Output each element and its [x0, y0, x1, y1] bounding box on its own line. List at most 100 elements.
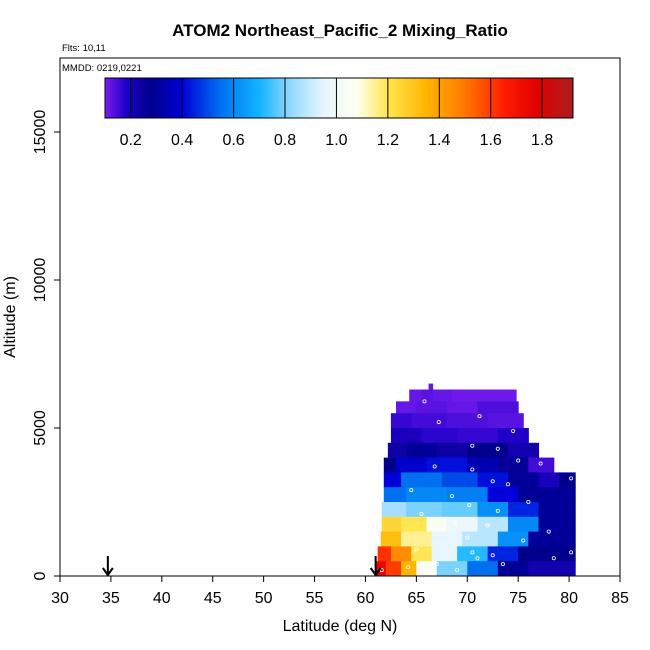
sample-point: [505, 482, 510, 487]
heatmap-cell: [383, 487, 407, 503]
heatmap-cell: [401, 472, 443, 488]
heatmap-cell: [385, 561, 402, 577]
colorbar-tick-label: 0.4: [171, 132, 193, 149]
heatmap-cell: [446, 401, 478, 414]
x-tick-label: 85: [611, 590, 629, 607]
colorbar-tick-label: 1.2: [377, 132, 399, 149]
sample-point: [414, 547, 419, 552]
x-tick-label: 30: [51, 590, 69, 607]
heatmap-cell: [518, 546, 576, 562]
heatmap-cell: [409, 389, 422, 402]
heatmap-cell: [518, 487, 576, 503]
heatmap-cell: [487, 546, 519, 562]
sample-point: [511, 428, 516, 433]
heatmap-cell: [508, 442, 540, 459]
x-tick-label: 65: [407, 590, 425, 607]
sample-point: [521, 538, 526, 543]
sample-point: [569, 550, 574, 555]
sample-point: [495, 508, 500, 513]
sample-points: [379, 399, 574, 573]
heatmap-cell: [528, 531, 576, 547]
sample-point: [436, 420, 441, 425]
heatmap-cell: [411, 413, 448, 429]
heatmap-cell: [477, 516, 509, 533]
heatmap-cell: [446, 487, 489, 503]
dates-annotation: MMDD: 0219,0221: [62, 63, 142, 74]
heatmap-cell: [497, 457, 529, 473]
x-tick-label: 40: [153, 590, 171, 607]
sample-point: [432, 464, 437, 469]
sample-point: [475, 556, 480, 561]
heatmap-cell: [416, 561, 438, 577]
sample-point: [449, 494, 454, 499]
x-tick-label: 45: [204, 590, 222, 607]
heatmap-cell: [381, 502, 407, 518]
heatmap-cell: [538, 472, 560, 488]
sample-point: [455, 568, 460, 573]
y-tick-label: 5000: [32, 410, 49, 446]
y-tick-label: 0: [32, 571, 49, 580]
y-axis: 0 5000 10000 15000: [32, 110, 60, 580]
sample-point: [409, 488, 414, 493]
colorbar-tick-label: 1.4: [428, 132, 450, 149]
heatmap-cell: [432, 389, 453, 402]
colorbar-tick-label: 1.0: [325, 132, 347, 149]
heatmap-cell: [528, 561, 576, 577]
heatmap-cell: [383, 472, 402, 488]
heatmap-cell: [558, 472, 576, 488]
heatmap-cell: [426, 457, 468, 473]
heatmap-cell: [436, 561, 468, 577]
chart-title: ATOM2 Northeast_Pacific_2 Mixing_Ratio: [172, 21, 508, 40]
heatmap-cell: [441, 472, 478, 488]
sample-point: [470, 443, 475, 448]
heatmap-cell: [406, 502, 443, 518]
sample-point: [495, 446, 500, 451]
arrow-head: [369, 567, 382, 577]
sample-point: [490, 553, 495, 558]
sample-point: [546, 529, 551, 534]
sample-point: [526, 499, 531, 504]
sample-point: [477, 414, 482, 419]
heatmap-cell: [457, 428, 499, 444]
heatmap-cell: [538, 516, 576, 533]
heatmap-cell: [380, 531, 402, 547]
position-arrows: [102, 556, 382, 577]
y-tick-label: 15000: [32, 110, 49, 155]
heatmap-cell: [497, 531, 529, 547]
heatmap-cell: [401, 531, 433, 547]
heatmap-cell: [446, 516, 478, 533]
sample-point: [453, 520, 458, 525]
heatmap-cell: [428, 383, 434, 391]
x-tick-label: 55: [306, 590, 324, 607]
heatmap-cell: [390, 413, 412, 429]
sample-point: [569, 476, 574, 481]
x-tick-label: 75: [509, 590, 527, 607]
heatmap-cell: [508, 472, 540, 488]
heatmap-cell: [426, 516, 448, 533]
heatmap-cells: [375, 383, 576, 577]
colorbar-tick-label: 0.6: [222, 132, 244, 149]
heatmap-cell: [411, 546, 433, 562]
heatmap-cell: [431, 546, 458, 562]
x-axis-label: Latitude (deg N): [283, 618, 398, 635]
sample-point: [490, 479, 495, 484]
heatmap-cell: [508, 516, 540, 533]
sample-point: [470, 550, 475, 555]
heatmap-cell: [436, 442, 468, 459]
heatmap-cell: [390, 428, 422, 444]
heatmap-cell: [487, 413, 524, 429]
heatmap-cell: [497, 428, 529, 444]
heatmap-cell: [377, 546, 392, 562]
heatmap-cell: [508, 502, 540, 518]
heatmap-cell: [467, 457, 499, 473]
heatmap-cell: [467, 561, 499, 577]
x-tick-label: 35: [102, 590, 120, 607]
heatmap-cell: [421, 389, 434, 402]
heatmap-cell: [452, 389, 517, 402]
heatmap-cell: [396, 401, 417, 414]
sample-point: [465, 535, 470, 540]
x-tick-label: 70: [458, 590, 476, 607]
heatmap-cell: [462, 531, 499, 547]
colorbar-ticks: 0.2 0.4 0.6 0.8 1.0 1.2 1.4 1.6 1.8: [120, 78, 553, 149]
